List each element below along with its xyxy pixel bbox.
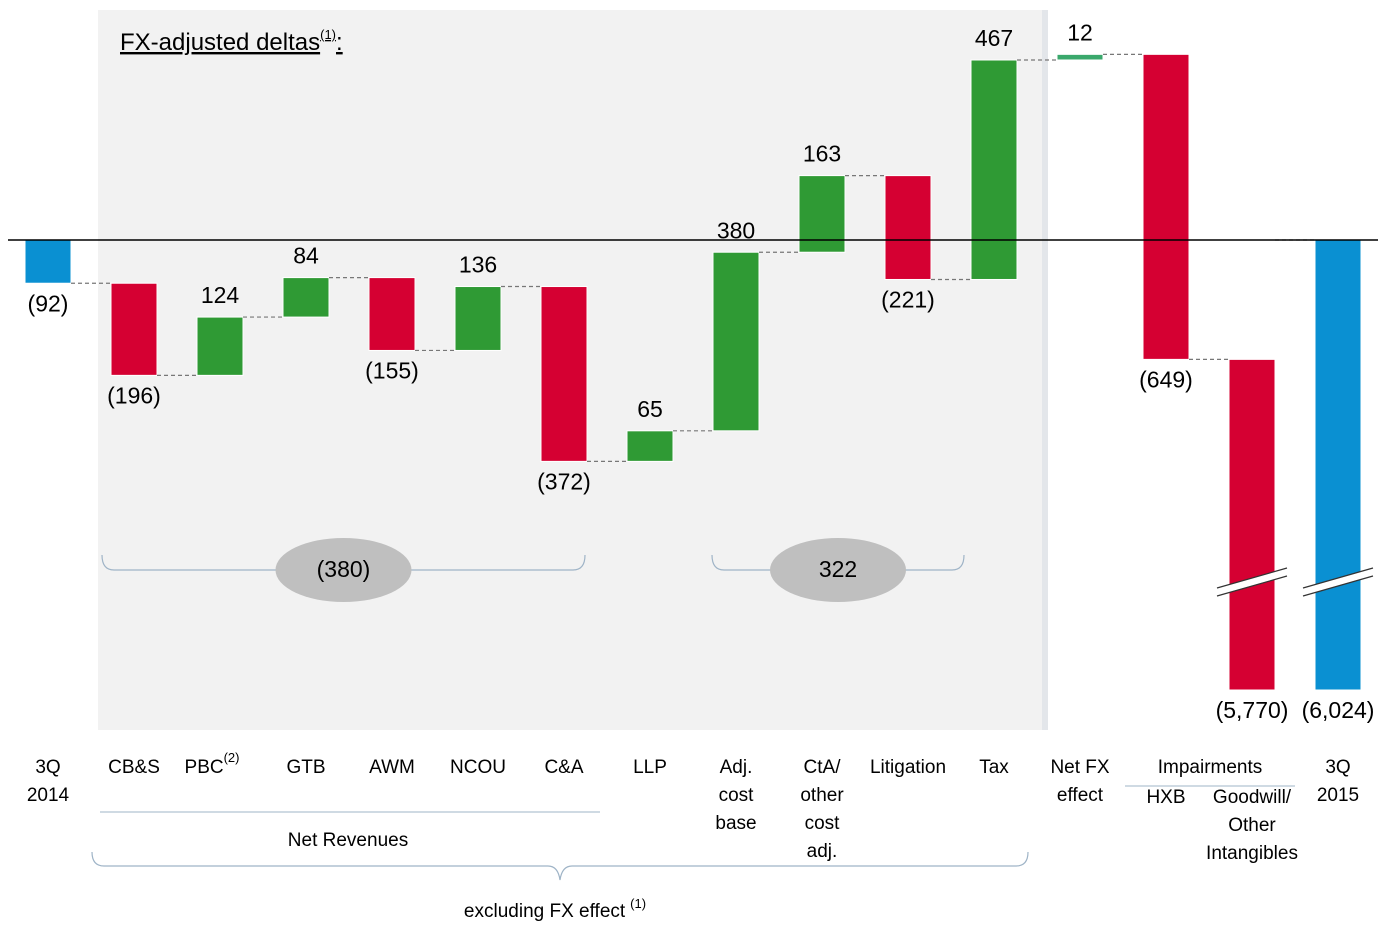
value-label: 124 xyxy=(201,282,240,308)
x-tick-label: HXB xyxy=(1146,787,1185,808)
bar xyxy=(970,59,1018,280)
group-label: excluding FX effect (1) xyxy=(464,896,646,922)
x-tick-line: HXB xyxy=(1146,787,1185,808)
group-superscript: (1) xyxy=(630,896,646,911)
x-tick-line: Goodwill/ xyxy=(1213,787,1292,808)
value-label: 136 xyxy=(459,252,497,278)
bar xyxy=(712,251,760,432)
value-label: (92) xyxy=(28,290,69,316)
subtotal-label: (380) xyxy=(317,556,371,582)
group-text: excluding FX effect xyxy=(464,901,626,922)
value-label: (649) xyxy=(1139,366,1193,392)
x-tick-line: other xyxy=(800,785,844,806)
x-tick-line: cost xyxy=(719,785,755,806)
bar xyxy=(1142,53,1190,360)
bar xyxy=(1228,358,1276,691)
x-tick-line: effect xyxy=(1057,785,1104,806)
group-label: Net Revenues xyxy=(288,830,408,851)
break-gap xyxy=(1216,568,1288,596)
x-tick-line: CtA/ xyxy=(804,757,842,778)
x-tick-line: Adj. xyxy=(720,757,753,778)
x-tick-label: CB&S xyxy=(108,757,160,778)
x-tick-label: GTB xyxy=(286,757,325,778)
break-mark xyxy=(1216,567,1288,589)
value-label: 163 xyxy=(803,141,841,167)
x-tick-label: Net FX effect xyxy=(1050,757,1109,806)
bar xyxy=(454,286,502,351)
value-label: (5,770) xyxy=(1216,697,1289,723)
value-label: 467 xyxy=(975,25,1013,51)
x-tick-label: C&A xyxy=(544,757,583,778)
bar xyxy=(884,175,932,280)
title-suffix: : xyxy=(336,29,343,56)
chart-title: FX-adjusted deltas(1): xyxy=(120,27,343,56)
title-text: FX-adjusted deltas xyxy=(120,29,320,56)
overlays: (92) 3Q 2014 (196) CB&S 124 PBC(2) 84 GTB (155) AW… xyxy=(27,19,1375,922)
bar xyxy=(1056,53,1104,61)
subtotal-label: 322 xyxy=(819,556,857,582)
x-tick-label: Tax xyxy=(979,757,1009,778)
value-label: (6,024) xyxy=(1302,697,1375,723)
x-tick-label: PBC(2) xyxy=(185,750,240,778)
x-tick-line: NCOU xyxy=(450,757,506,778)
bar xyxy=(24,239,72,284)
x-tick-line: cost xyxy=(805,813,841,834)
value-label: (221) xyxy=(881,287,935,313)
bar xyxy=(282,277,330,318)
x-tick-line: Tax xyxy=(979,757,1009,778)
bar xyxy=(1314,239,1362,691)
group-label: Impairments xyxy=(1158,757,1263,778)
x-tick-line: 2015 xyxy=(1317,785,1359,806)
value-label: (196) xyxy=(107,382,161,408)
x-tick-line: AWM xyxy=(369,757,415,778)
x-tick-label: NCOU xyxy=(450,757,506,778)
x-tick-label: 3Q 2014 xyxy=(27,757,70,806)
x-tick-line: adj. xyxy=(807,841,838,862)
panel-edge xyxy=(1042,10,1048,730)
subtotal-bubble xyxy=(770,538,906,602)
x-tick-line: Intangibles xyxy=(1206,843,1298,864)
x-tick-label: AWM xyxy=(369,757,415,778)
x-tick-line: CB&S xyxy=(108,757,160,778)
x-tick-line: 3Q xyxy=(35,757,60,778)
bar xyxy=(368,277,416,351)
bar xyxy=(110,282,158,376)
x-tick-label: Adj. cost base xyxy=(715,757,756,834)
x-tick-line: C&A xyxy=(544,757,583,778)
x-tick-label: 3Q 2015 xyxy=(1317,757,1359,806)
value-label: (372) xyxy=(537,468,591,494)
break-mark xyxy=(1302,575,1374,597)
bar xyxy=(626,430,674,462)
x-tick-label: LLP xyxy=(633,757,667,778)
x-tick-label: Goodwill/Other Intangibles xyxy=(1206,787,1298,864)
value-label: 65 xyxy=(637,396,663,422)
x-tick-label: Litigation xyxy=(870,757,946,778)
break-gap xyxy=(1302,568,1374,596)
x-tick-line: 3Q xyxy=(1325,757,1350,778)
x-tick-line: Litigation xyxy=(870,757,946,778)
x-tick-line: base xyxy=(715,813,756,834)
break-mark xyxy=(1302,567,1374,589)
subtotal-bubble xyxy=(275,538,412,602)
value-label: 84 xyxy=(293,243,319,269)
x-tick-line: LLP xyxy=(633,757,667,778)
bar xyxy=(540,286,588,462)
x-tick-superscript: (2) xyxy=(224,750,240,765)
x-tick-line: Other xyxy=(1228,815,1276,836)
x-tick-line: PBC xyxy=(185,757,224,778)
x-tick-label: CtA/other cost adj. xyxy=(800,757,844,862)
bracket xyxy=(91,851,1029,881)
x-tick-line: 2014 xyxy=(27,785,70,806)
value-label: (155) xyxy=(365,358,419,384)
title-superscript: (1) xyxy=(320,27,336,42)
bar xyxy=(196,316,244,376)
x-tick-line: Net FX xyxy=(1050,757,1109,778)
value-label: 380 xyxy=(717,217,755,243)
x-tick-line: GTB xyxy=(286,757,325,778)
value-label: 12 xyxy=(1067,19,1093,45)
break-mark xyxy=(1216,575,1288,597)
marks xyxy=(24,53,1362,691)
